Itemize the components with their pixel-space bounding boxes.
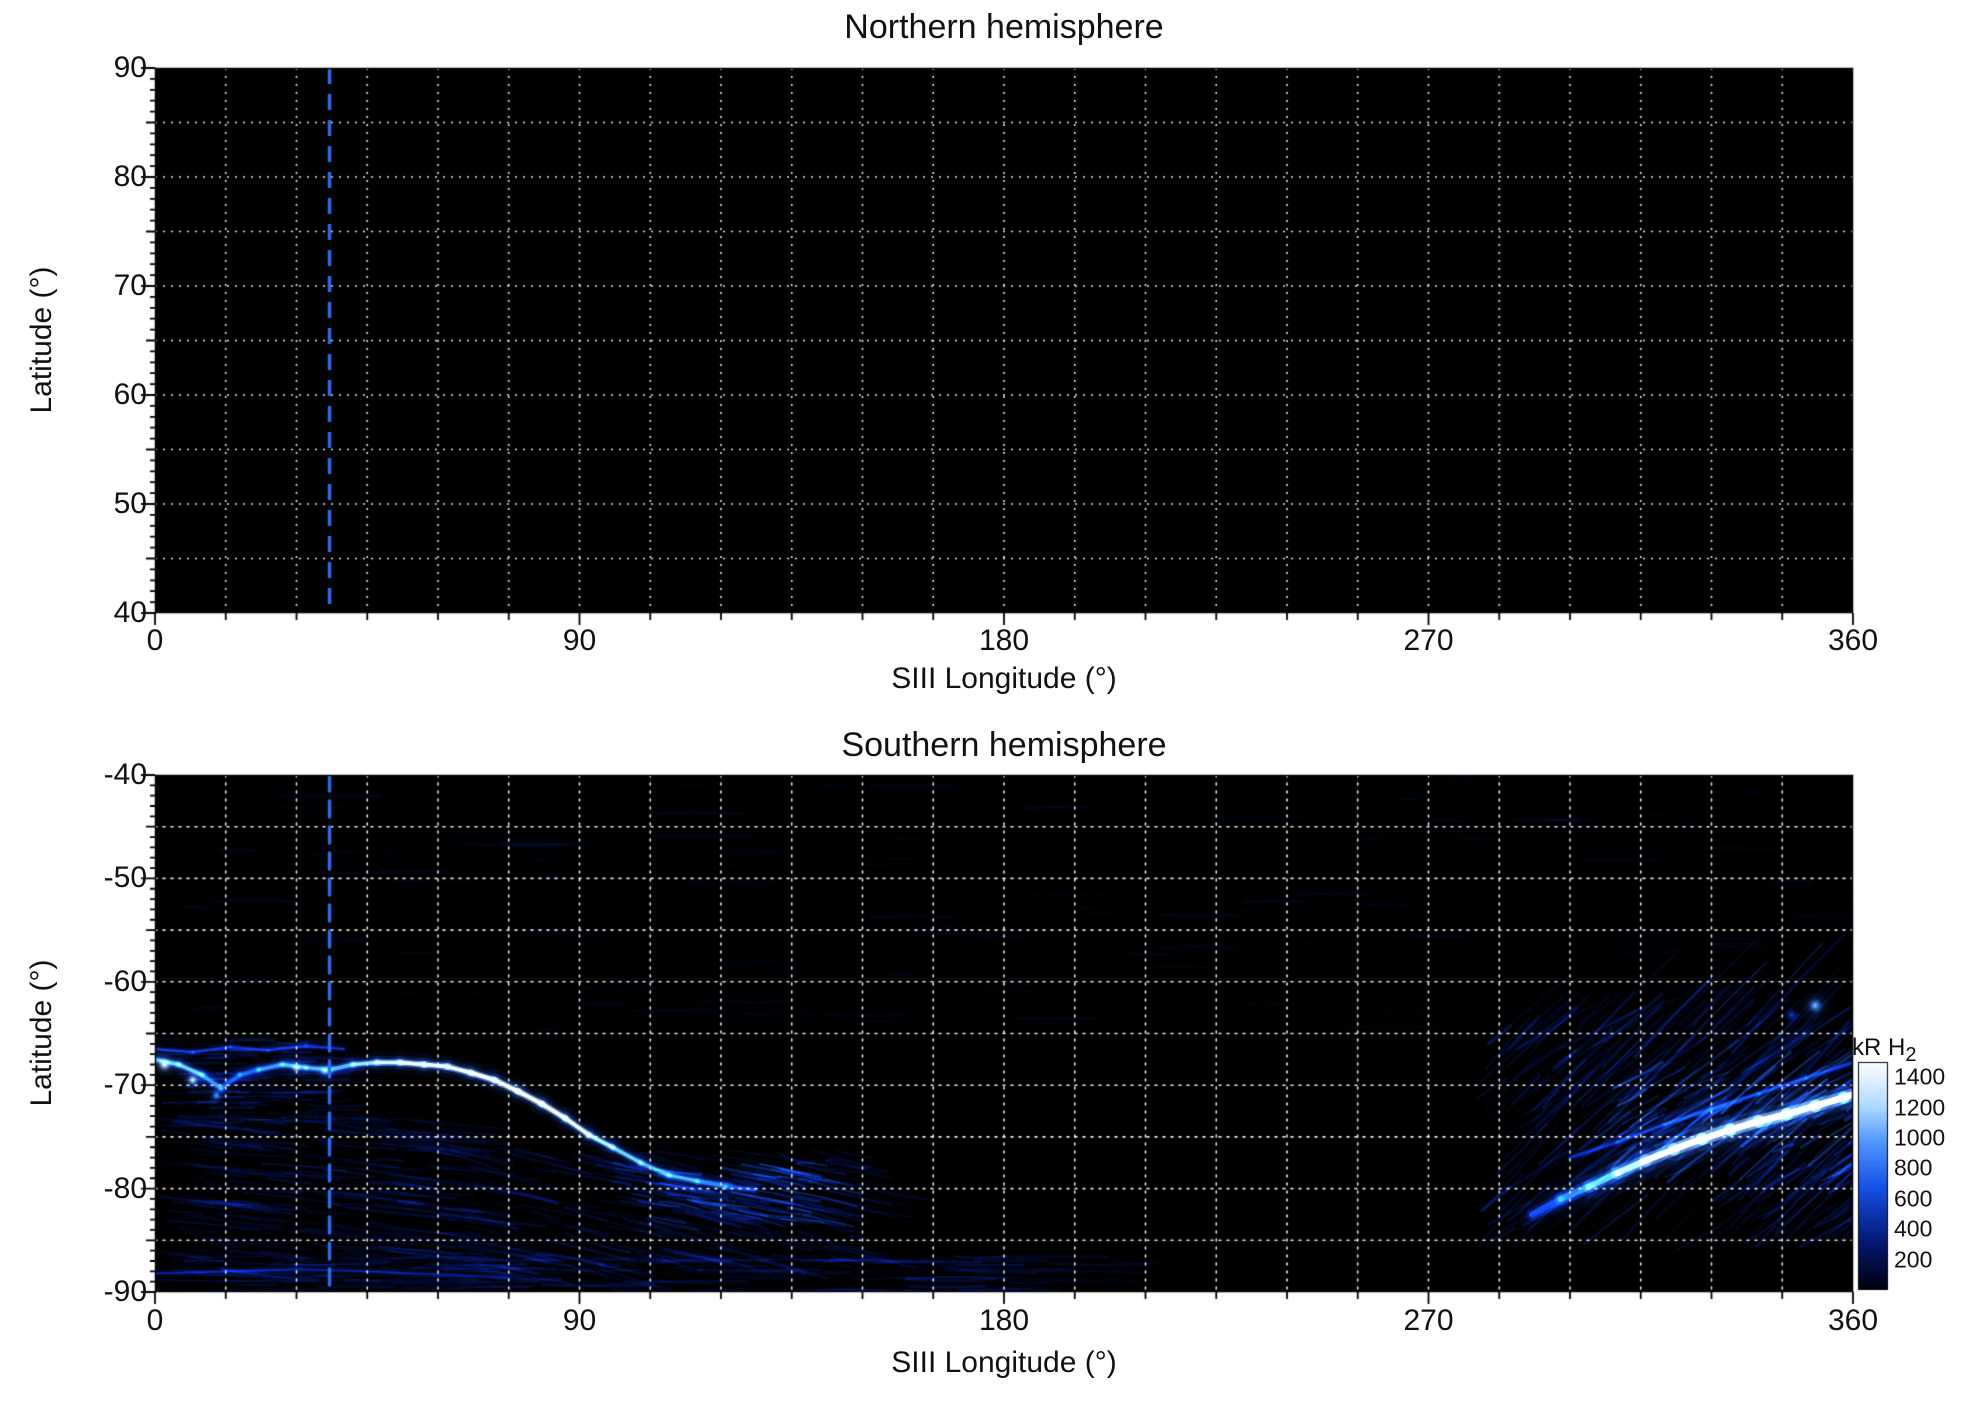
y-tick-label: 70 bbox=[113, 269, 147, 302]
chart-title-north: Northern hemisphere bbox=[844, 8, 1164, 46]
colorbar-tick-label: 1200 bbox=[1894, 1094, 1946, 1121]
y-tick-label: -40 bbox=[103, 758, 147, 791]
y-tick-label: -70 bbox=[103, 1068, 147, 1102]
y-tick-label: 40 bbox=[113, 596, 147, 629]
x-tick-label: 180 bbox=[978, 1304, 1030, 1337]
colorbar-tick-label: 600 bbox=[1894, 1185, 1933, 1212]
southern-hemisphere-chart: Southern hemisphere Latitude (°) SIII Lo… bbox=[0, 700, 1983, 1423]
northern-hemisphere-chart: Northern hemisphere Latitude (°) SIII Lo… bbox=[0, 0, 1983, 700]
y-tick-label: -90 bbox=[103, 1275, 147, 1308]
colorbar-tick-label: 1400 bbox=[1894, 1063, 1946, 1090]
chart-title-south: Southern hemisphere bbox=[841, 726, 1167, 764]
x-tick-label: 360 bbox=[1827, 624, 1879, 657]
x-tick-label: 0 bbox=[146, 1304, 164, 1337]
y-tick-label: 50 bbox=[113, 487, 147, 520]
y-tick-label: 80 bbox=[113, 160, 147, 193]
colorbar-tick-label: 800 bbox=[1894, 1154, 1933, 1181]
y-axis-label-north: Latitude (°) bbox=[25, 266, 58, 414]
y-tick-label: -80 bbox=[103, 1171, 147, 1205]
x-tick-label: 270 bbox=[1403, 1304, 1454, 1337]
colorbar-label-text: kR H bbox=[1852, 1034, 1906, 1061]
x-tick-label: 180 bbox=[978, 624, 1030, 657]
northern-plot-canvas bbox=[0, 0, 1983, 700]
x-tick-label: 270 bbox=[1403, 624, 1454, 657]
colorbar-tick-label: 200 bbox=[1894, 1246, 1933, 1273]
colorbar-label-subscript: 2 bbox=[1905, 1043, 1917, 1066]
southern-plot-canvas bbox=[0, 700, 1983, 1423]
y-tick-label: -60 bbox=[103, 964, 147, 998]
y-tick-label: -50 bbox=[103, 861, 147, 895]
y-axis-label-south: Latitude (°) bbox=[25, 959, 58, 1107]
x-tick-label: 360 bbox=[1827, 1304, 1879, 1337]
x-axis-label-north: SIII Longitude (°) bbox=[891, 662, 1117, 695]
y-tick-label: 90 bbox=[113, 51, 147, 84]
x-tick-label: 0 bbox=[146, 624, 164, 657]
x-axis-label-south: SIII Longitude (°) bbox=[891, 1346, 1117, 1379]
colorbar-label: kR H2 bbox=[1852, 1036, 1916, 1065]
x-tick-label: 90 bbox=[562, 624, 597, 657]
colorbar-tick-label: 400 bbox=[1894, 1215, 1933, 1242]
y-tick-label: 60 bbox=[113, 378, 147, 411]
colorbar-tick-label: 1000 bbox=[1894, 1124, 1946, 1151]
x-tick-label: 90 bbox=[562, 1304, 597, 1337]
